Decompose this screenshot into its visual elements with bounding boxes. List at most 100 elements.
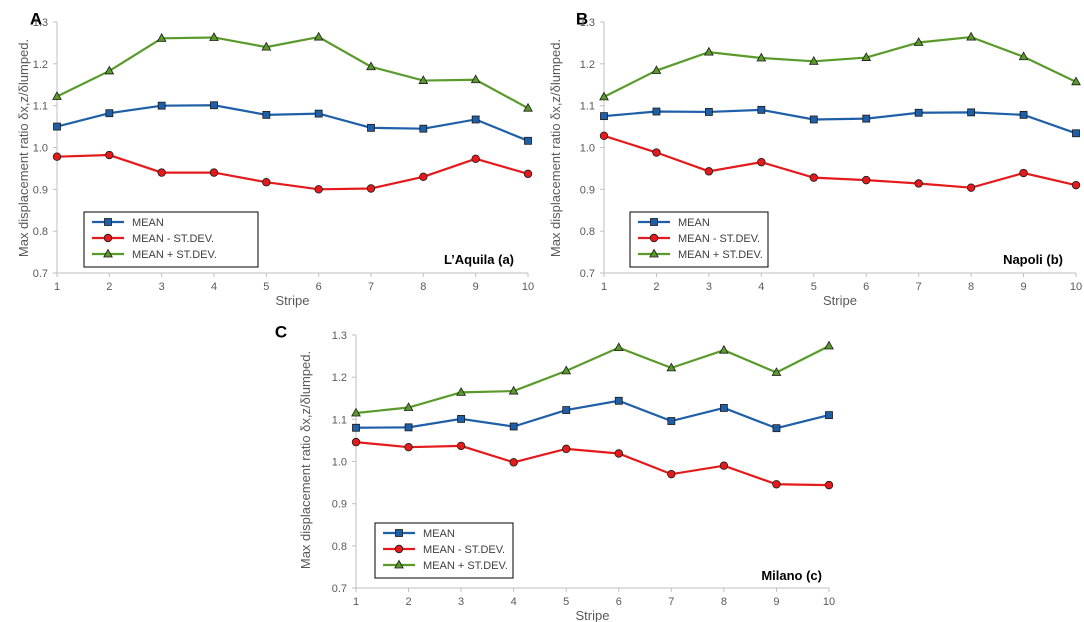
data-point (52, 91, 62, 100)
data-point (704, 108, 713, 116)
data-point (771, 367, 782, 376)
series-line (603, 35, 1077, 98)
data-point (562, 444, 571, 454)
x-tick-label: 4 (758, 281, 764, 293)
data-point (456, 387, 466, 396)
data-point (366, 184, 376, 193)
legend-swatch-marker (103, 248, 113, 258)
x-tick-label: 6 (863, 281, 869, 293)
legend-swatch-marker (649, 248, 659, 258)
data-point (209, 32, 219, 41)
legend-swatch-marker (394, 559, 404, 569)
y-tick-label: 1.3 (332, 330, 347, 342)
data-point (366, 61, 376, 71)
legend-swatch-marker (103, 233, 113, 243)
data-point (314, 185, 323, 194)
data-point (156, 32, 167, 42)
data-point (756, 52, 767, 62)
x-tick-label: 3 (706, 281, 712, 293)
city-label: Napoli (b) (1003, 252, 1063, 267)
legend-entry: MEAN (678, 217, 710, 229)
x-tick-label: 8 (721, 596, 727, 608)
series-square (352, 396, 833, 433)
y-axis-label: Max displacement ratio δx,z/δlumped. (16, 39, 31, 257)
city-label: Milano (c) (761, 568, 822, 583)
data-point (1071, 180, 1081, 190)
y-tick-label: 0.9 (580, 184, 595, 196)
legend: MEAN MEAN - ST.DEV. MEAN + ST.DEV. (83, 211, 259, 268)
data-point (825, 411, 833, 420)
data-point (808, 56, 819, 65)
data-point (966, 183, 976, 192)
series-triangle (52, 31, 533, 112)
data-point (419, 124, 428, 133)
data-point (824, 340, 834, 350)
data-point (651, 65, 662, 74)
data-point (523, 169, 533, 179)
legend-swatch-marker (649, 233, 659, 243)
data-point (614, 396, 623, 405)
data-point (1019, 110, 1028, 119)
y-tick-label: 0.8 (580, 226, 595, 238)
y-tick-label: 1.0 (33, 143, 48, 155)
data-point (913, 37, 924, 46)
y-tick-label: 1.2 (332, 372, 347, 384)
series-line (56, 104, 529, 142)
legend-entry: MEAN - ST.DEV. (678, 233, 760, 245)
y-axis-label: Max displacement ratio δx,z/δlumped. (548, 39, 563, 257)
data-point (599, 131, 609, 140)
series-line (355, 344, 830, 415)
x-tick-label: 5 (811, 281, 817, 293)
legend-entry: MEAN + ST.DEV. (678, 249, 763, 261)
panel-label: A (30, 9, 42, 28)
data-point (262, 178, 271, 187)
panel-label: C (275, 322, 287, 341)
y-tick-label: 1.0 (580, 143, 595, 155)
data-point (652, 148, 661, 157)
data-point (210, 101, 218, 110)
data-point (704, 46, 714, 56)
x-tick-label: 9 (1020, 281, 1026, 293)
data-point (470, 74, 481, 84)
x-tick-label: 1 (54, 281, 60, 293)
series-circle (351, 437, 834, 490)
series-square (53, 101, 532, 145)
data-point (772, 424, 781, 433)
data-point (508, 385, 519, 395)
x-tick-label: 5 (563, 596, 569, 608)
data-point (967, 108, 976, 117)
x-axis-label: Stripe (576, 608, 610, 622)
data-point (419, 172, 428, 181)
chart-panel-b: B 0.7 0.8 0.9 1.0 1.1 1.2 1.3 1 2 3 4 5 6 7 8 9 10 Stripe M… (548, 9, 1082, 308)
data-point (966, 31, 976, 41)
y-tick-label: 0.7 (580, 268, 595, 280)
y-tick-label: 0.8 (332, 541, 347, 553)
legend-entry: MEAN + ST.DEV. (132, 249, 217, 261)
data-point (524, 136, 532, 145)
data-point (209, 168, 219, 177)
data-point (418, 75, 429, 84)
series-triangle (351, 340, 834, 417)
x-tick-label: 3 (458, 596, 464, 608)
y-tick-label: 0.9 (33, 184, 48, 196)
chart-panel-c: C 0.7 0.8 0.9 1.0 1.1 1.2 1.3 1 2 3 4 5 6 7 8 9 10 Stripe M… (275, 322, 835, 622)
x-tick-label: 8 (420, 281, 426, 293)
data-point (157, 168, 166, 177)
x-tick-label: 10 (1070, 281, 1082, 293)
x-tick-label: 3 (159, 281, 165, 293)
legend-swatch-marker (104, 218, 112, 226)
x-axis-label: Stripe (823, 293, 857, 308)
x-tick-label: 9 (473, 281, 479, 293)
x-tick-label: 6 (316, 281, 322, 293)
data-point (719, 404, 728, 412)
x-tick-label: 7 (368, 281, 374, 293)
data-point (523, 102, 533, 112)
data-point (262, 110, 271, 119)
data-point (862, 175, 871, 185)
x-axis-label: Stripe (276, 293, 310, 308)
data-point (313, 31, 324, 41)
data-point (614, 449, 623, 458)
x-tick-label: 6 (616, 596, 622, 608)
data-point (314, 109, 323, 118)
series-line (603, 108, 1077, 135)
